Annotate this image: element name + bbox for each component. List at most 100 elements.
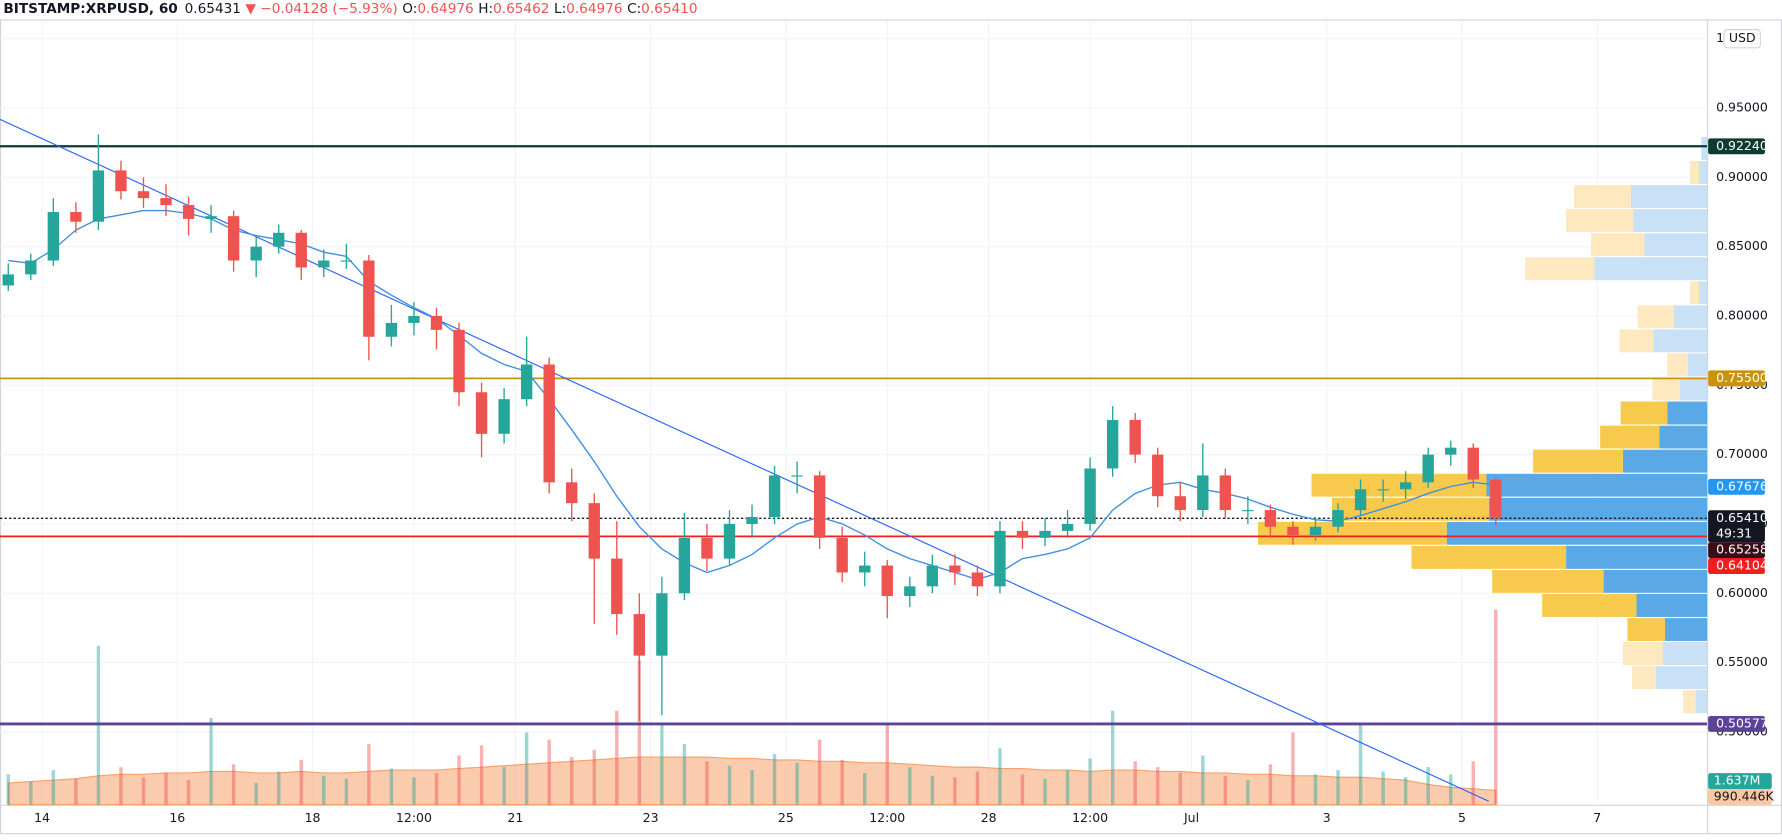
candle-body — [1197, 475, 1209, 511]
header: BITSTAMP:XRPUSD, 60 0.65431 ▼ −0.04128 (−5… — [3, 1, 697, 17]
profile-up — [1627, 618, 1665, 641]
volume-bar — [502, 767, 506, 805]
volume-bar — [1133, 761, 1137, 805]
volume-bar — [434, 772, 439, 805]
profile-up — [1542, 593, 1637, 617]
profile-up — [1591, 233, 1645, 257]
candle-body — [1016, 530, 1029, 538]
x-tick-label: 3 — [1323, 810, 1331, 825]
candle-body — [971, 572, 984, 587]
profile-down — [1687, 353, 1707, 377]
candle-body — [1422, 454, 1434, 483]
volume-bar — [1426, 767, 1430, 805]
candle-body — [250, 246, 262, 261]
volume-bar — [141, 777, 146, 805]
profile-down — [1679, 377, 1707, 401]
y-tick-label: 0.70000 — [1716, 446, 1768, 461]
candle-body — [859, 565, 871, 573]
volume-bar — [1381, 771, 1385, 805]
profile-down — [1655, 666, 1707, 690]
volume-bar — [863, 772, 867, 805]
y-tick-label: 0.80000 — [1716, 307, 1768, 322]
candle-body — [1039, 530, 1051, 538]
candle-body — [1152, 454, 1164, 497]
volume-bar — [1020, 774, 1025, 805]
x-tick-label: 21 — [507, 810, 523, 825]
candle-body — [1467, 447, 1479, 480]
candle-body — [160, 198, 172, 206]
candle-body — [1399, 482, 1412, 490]
currency: USD — [1729, 30, 1756, 45]
volume-bar — [74, 778, 78, 805]
candle-body — [1264, 510, 1277, 527]
candle-body — [904, 586, 916, 597]
y-tick-label: 0.95000 — [1716, 100, 1768, 115]
price-tag — [1708, 558, 1765, 574]
volume-bar — [299, 759, 303, 805]
volume-bar — [1065, 770, 1070, 805]
candle-body — [430, 315, 443, 330]
candle-body — [182, 205, 195, 219]
volume-tag-label: 1.637M — [1714, 773, 1761, 788]
candle-body — [363, 260, 375, 337]
candle-body — [543, 364, 555, 483]
candle-body — [1309, 526, 1322, 536]
candle-body — [813, 475, 826, 538]
candle-body — [70, 211, 82, 222]
volume-bar — [570, 757, 574, 805]
profile-down — [1674, 305, 1707, 329]
x-tick-label: 5 — [1458, 810, 1466, 825]
candle-body — [92, 170, 105, 222]
candle-body — [2, 274, 14, 286]
volume-bar — [615, 710, 619, 805]
chart-border — [0, 19, 1782, 835]
candle-body — [611, 558, 623, 615]
profile-down — [1699, 281, 1707, 305]
candle-body — [1061, 523, 1074, 531]
price-tag — [1708, 542, 1765, 559]
volume-bar — [1201, 755, 1205, 805]
volume-bar — [727, 765, 732, 805]
candle-body — [1445, 447, 1457, 455]
volume-bar — [389, 768, 394, 805]
volume-bar — [547, 739, 551, 805]
profile-down — [1699, 160, 1707, 184]
candle-body — [949, 565, 961, 573]
candle-body — [385, 322, 398, 337]
currency-button — [1723, 29, 1761, 49]
candle-body — [701, 537, 713, 559]
symbol: BITSTAMP:XRPUSD, 60 — [3, 1, 177, 17]
x-tick-label: 12:00 — [869, 810, 905, 825]
volume-bar — [817, 739, 822, 805]
volume-ma-area — [7, 756, 1497, 806]
candle-body — [273, 232, 285, 247]
volume-bar — [524, 732, 529, 805]
candle-body — [633, 614, 646, 656]
x-tick-label: 16 — [169, 810, 185, 825]
ohlc-label: C: — [627, 1, 641, 17]
volume-bar — [412, 777, 416, 805]
volume-bar — [998, 748, 1002, 805]
countdown: 49:31 — [1716, 526, 1752, 541]
candle-body — [994, 530, 1006, 587]
volume-tag — [1708, 773, 1772, 789]
volume-bar — [1223, 775, 1228, 805]
price-tag-label: 0.65410 — [1716, 510, 1768, 525]
profile-up — [1258, 521, 1447, 545]
ohlc-label: L: — [554, 1, 566, 17]
volume-bar — [1088, 758, 1092, 805]
volume-bar — [750, 770, 754, 805]
profile-up — [1331, 497, 1489, 521]
volume-bar — [592, 749, 596, 805]
price-tag — [1708, 510, 1765, 543]
volume-bar — [1449, 774, 1453, 805]
volume-bar — [164, 772, 168, 805]
y-tick-label: 0.60000 — [1716, 585, 1768, 600]
profile-up — [1619, 329, 1654, 353]
profile-up — [1652, 377, 1680, 401]
candle-body — [1106, 419, 1119, 469]
x-tick-label: 12:00 — [396, 810, 432, 825]
volume-bar — [975, 771, 980, 805]
profile-down — [1633, 209, 1707, 233]
